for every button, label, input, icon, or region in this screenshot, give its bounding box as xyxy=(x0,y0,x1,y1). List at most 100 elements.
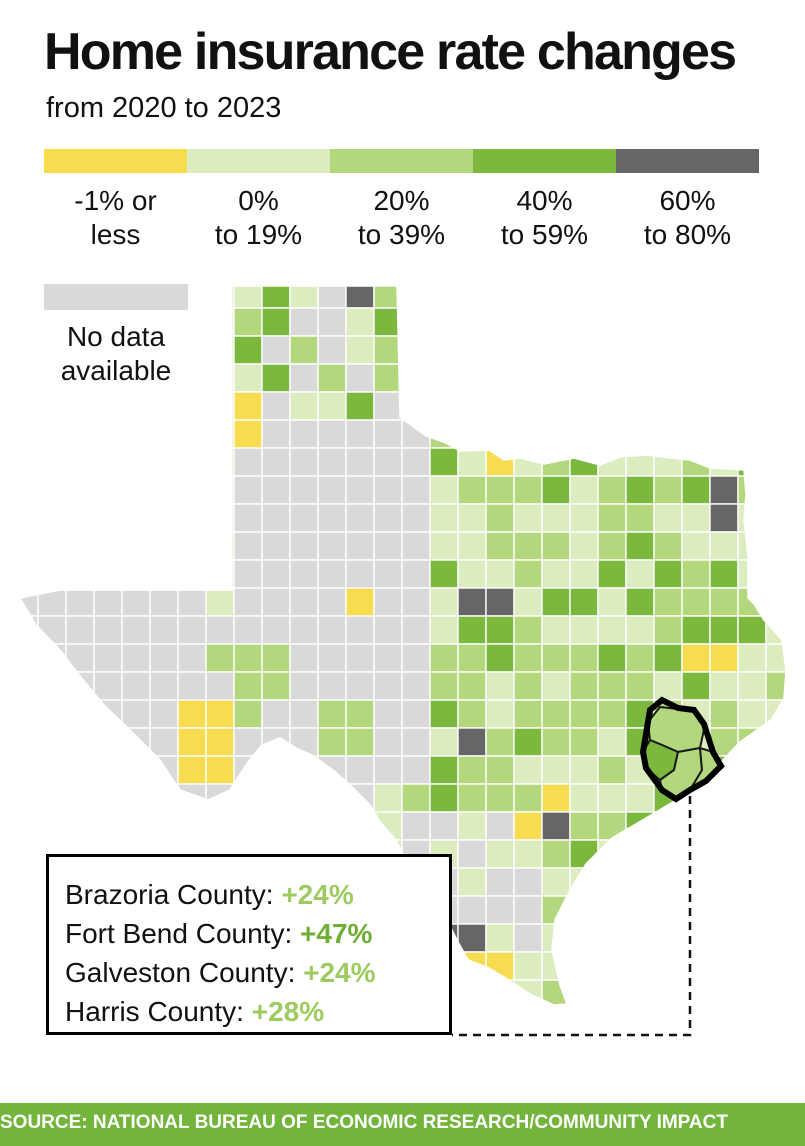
county-cell xyxy=(597,503,627,533)
county-cell xyxy=(597,615,627,645)
county-cell xyxy=(569,587,599,617)
county-cell xyxy=(261,419,291,449)
county-cell xyxy=(345,419,375,449)
county-cell xyxy=(709,447,739,477)
county-cell xyxy=(345,531,375,561)
county-cell xyxy=(625,615,655,645)
county-cell xyxy=(401,363,431,393)
county-cell xyxy=(542,1008,570,1036)
county-cell xyxy=(121,699,151,729)
county-cell xyxy=(709,951,739,981)
county-cell xyxy=(681,559,711,589)
county-cell xyxy=(457,783,487,813)
county-cell xyxy=(149,447,179,477)
county-cell xyxy=(317,475,347,505)
county-cell xyxy=(121,503,151,533)
county-cell xyxy=(513,867,543,897)
county-cell xyxy=(625,307,655,337)
page-subtitle: from 2020 to 2023 xyxy=(46,92,282,124)
county-cell xyxy=(485,839,515,869)
county-cell xyxy=(205,447,235,477)
county-cell xyxy=(121,783,151,813)
county-cell xyxy=(541,335,571,365)
county-cell xyxy=(20,895,39,925)
callout-row: Fort Bend County: +47% xyxy=(65,914,433,953)
county-cell xyxy=(401,615,431,645)
county-cell xyxy=(65,727,95,757)
county-cell xyxy=(681,503,711,533)
county-cell xyxy=(37,643,67,673)
county-cell xyxy=(429,391,459,421)
county-cell xyxy=(373,587,403,617)
county-cell xyxy=(37,475,67,505)
county-cell xyxy=(569,699,599,729)
county-cell xyxy=(345,307,375,337)
county-cell xyxy=(457,587,487,617)
county-cell xyxy=(737,419,767,449)
county-cell xyxy=(233,286,263,309)
county-cell xyxy=(401,503,431,533)
county-cell xyxy=(569,811,599,841)
legend-label-line: -1% or xyxy=(74,185,157,216)
legend-label-line: to 80% xyxy=(643,218,732,250)
county-cell xyxy=(457,755,487,785)
county-cell xyxy=(541,867,571,897)
county-cell xyxy=(457,979,487,1005)
county-cell xyxy=(457,447,487,477)
legend-swatch-20-39 xyxy=(330,149,473,173)
county-cell xyxy=(317,671,347,701)
legend-label-0-19: 0% to 19% xyxy=(187,184,330,251)
county-cell xyxy=(401,559,431,589)
county-cell xyxy=(317,419,347,449)
county-cell xyxy=(597,979,627,1005)
county-cell xyxy=(709,335,739,365)
rate-change-value: +28% xyxy=(251,996,325,1027)
legend-label-line: 40% xyxy=(516,185,573,216)
county-cell xyxy=(261,391,291,421)
county-cell xyxy=(121,363,151,393)
county-cell xyxy=(317,699,347,729)
county-cell xyxy=(65,307,95,337)
county-cell xyxy=(121,447,151,477)
county-cell xyxy=(458,1008,486,1036)
county-cell xyxy=(205,419,235,449)
county-cell xyxy=(177,615,207,645)
county-cell xyxy=(457,503,487,533)
county-cell xyxy=(681,335,711,365)
county-cell xyxy=(205,503,235,533)
county-name: Fort Bend County: xyxy=(65,918,293,949)
county-cell xyxy=(765,587,786,617)
county-cell xyxy=(765,335,786,365)
county-cell xyxy=(597,923,627,953)
county-cell xyxy=(65,587,95,617)
county-cell xyxy=(457,391,487,421)
county-cell xyxy=(65,335,95,365)
county-cell xyxy=(485,615,515,645)
county-cell xyxy=(597,811,627,841)
county-cell xyxy=(93,587,123,617)
county-cell xyxy=(681,895,711,925)
county-cell xyxy=(569,895,599,925)
legend-label-no-data: No data available xyxy=(44,320,188,389)
county-cell xyxy=(513,727,543,757)
county-cell xyxy=(597,951,627,981)
county-cell xyxy=(149,559,179,589)
county-cell xyxy=(681,363,711,393)
county-name: Brazoria County: xyxy=(65,879,274,910)
county-cell xyxy=(485,923,515,953)
county-cell xyxy=(345,559,375,589)
county-cell xyxy=(513,811,543,841)
county-cell xyxy=(261,559,291,589)
county-cell xyxy=(625,419,655,449)
county-cell xyxy=(709,699,739,729)
county-cell xyxy=(485,475,515,505)
county-cell xyxy=(681,671,711,701)
legend-label-line: to 39% xyxy=(357,218,446,250)
county-cell xyxy=(457,727,487,757)
county-cell xyxy=(93,671,123,701)
county-cell xyxy=(513,951,543,981)
county-cell xyxy=(709,671,739,701)
county-cell xyxy=(765,811,786,841)
county-cell xyxy=(121,419,151,449)
county-cell xyxy=(317,286,347,309)
